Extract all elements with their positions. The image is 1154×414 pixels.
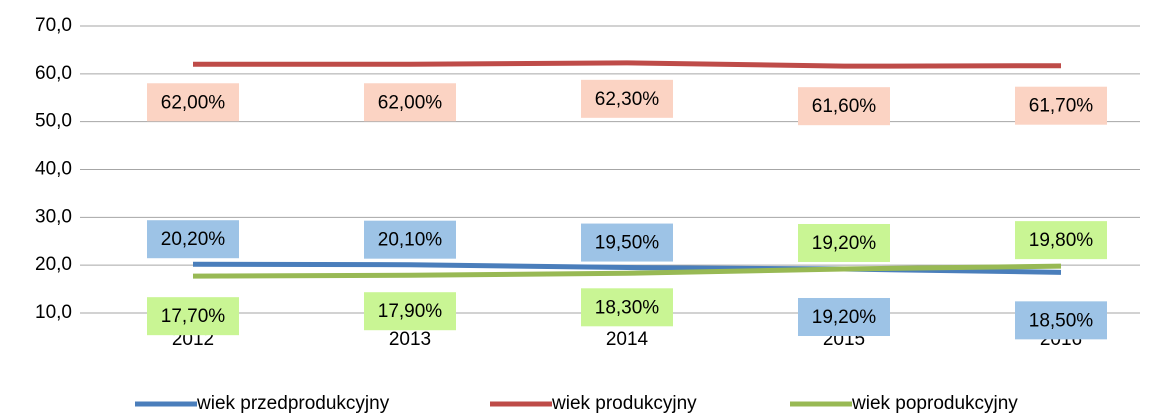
y-tick-label: 10,0: [35, 302, 72, 323]
y-tick-label: 50,0: [35, 111, 72, 132]
x-tick-label: 2013: [389, 329, 431, 350]
x-tick-label: 2014: [606, 329, 649, 350]
data-label: 62,00%: [378, 92, 443, 113]
data-label: 61,60%: [812, 96, 877, 117]
data-label: 20,10%: [378, 230, 443, 251]
data-label: 19,80%: [1029, 230, 1094, 251]
data-label-box: [147, 297, 239, 336]
data-label: 61,70%: [1029, 96, 1094, 117]
data-label-box: [147, 220, 239, 259]
y-tick-label: 30,0: [35, 206, 72, 227]
legend-label: wiek produkcyjny: [551, 393, 697, 414]
data-label-box: [1015, 221, 1107, 260]
y-tick-label: 20,0: [35, 254, 72, 275]
data-label-box: [798, 87, 890, 126]
data-label-box: [798, 297, 890, 336]
data-label: 18,50%: [1029, 310, 1094, 331]
data-label: 62,00%: [161, 92, 226, 113]
series-line: [192, 263, 1062, 279]
legend-label: wiek poprodukcyjny: [851, 393, 1018, 414]
data-label: 19,50%: [595, 233, 660, 254]
legend-label: wiek przedprodukcyjny: [196, 393, 390, 414]
data-label: 19,20%: [812, 233, 877, 254]
data-label-box: [581, 79, 673, 118]
data-label-box: [798, 223, 890, 262]
y-tick-label: 60,0: [35, 63, 72, 84]
data-label: 20,20%: [161, 229, 226, 250]
data-label-box: [364, 220, 456, 259]
y-tick-label: 70,0: [35, 15, 72, 36]
data-label: 17,90%: [378, 301, 443, 322]
series-line: [193, 60, 1062, 69]
data-label-box: [581, 223, 673, 262]
data-label-box: [364, 292, 456, 331]
data-label: 19,20%: [812, 307, 877, 328]
data-label-box: [1015, 86, 1107, 125]
data-label: 17,70%: [161, 306, 226, 327]
data-label-box: [147, 83, 239, 122]
data-label-box: [364, 83, 456, 122]
data-label-box: [1015, 301, 1107, 340]
data-label-box: [581, 288, 673, 327]
y-tick-label: 40,0: [35, 159, 72, 180]
data-label: 62,30%: [595, 89, 660, 110]
data-label: 18,30%: [595, 297, 660, 318]
